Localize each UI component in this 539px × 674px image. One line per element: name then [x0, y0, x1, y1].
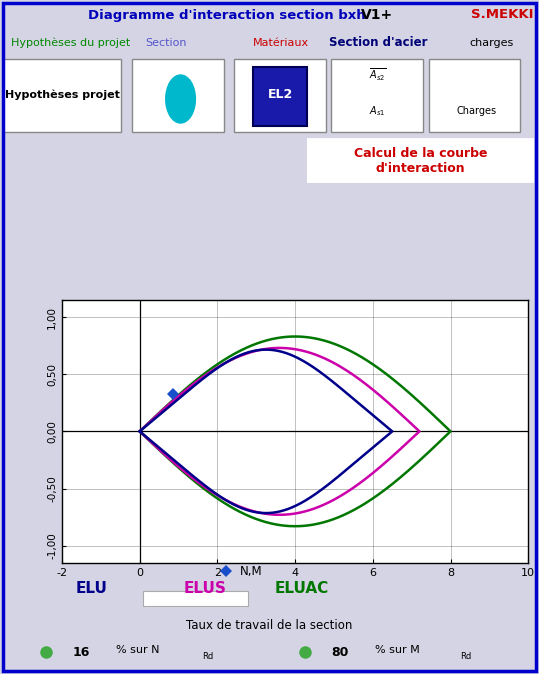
- FancyBboxPatch shape: [234, 59, 326, 132]
- Text: Calcul de la courbe
d'interaction: Calcul de la courbe d'interaction: [354, 147, 487, 175]
- Text: ELUS: ELUS: [183, 581, 226, 596]
- FancyBboxPatch shape: [253, 67, 307, 126]
- Text: Charges: Charges: [457, 106, 497, 116]
- Text: Hypothèses du projet: Hypothèses du projet: [11, 37, 130, 48]
- Text: Hypothèses projet: Hypothèses projet: [4, 90, 120, 100]
- Text: S.MEKKI: S.MEKKI: [471, 9, 534, 22]
- FancyBboxPatch shape: [303, 137, 538, 184]
- Text: Diagramme d'interaction section bxh: Diagramme d'interaction section bxh: [87, 9, 365, 22]
- FancyBboxPatch shape: [429, 59, 520, 132]
- Text: ELU: ELU: [75, 581, 108, 596]
- Text: Section: Section: [146, 38, 187, 47]
- Text: EL2: EL2: [268, 88, 293, 102]
- Text: $A_{s1}$: $A_{s1}$: [369, 104, 385, 118]
- Text: N,M: N,M: [240, 565, 262, 578]
- Text: Rd: Rd: [460, 652, 471, 661]
- Text: 16: 16: [73, 646, 90, 659]
- Text: Matériaux: Matériaux: [253, 38, 309, 47]
- Text: % sur N: % sur N: [116, 645, 160, 654]
- FancyBboxPatch shape: [3, 59, 121, 132]
- Text: $\overline{A_{s2}}$: $\overline{A_{s2}}$: [369, 67, 386, 84]
- Text: ELUAC: ELUAC: [275, 581, 329, 596]
- Text: Taux de travail de la section: Taux de travail de la section: [186, 619, 353, 632]
- FancyBboxPatch shape: [132, 59, 224, 132]
- FancyBboxPatch shape: [143, 592, 248, 606]
- Text: V1+: V1+: [361, 8, 393, 22]
- Text: % sur M: % sur M: [375, 645, 419, 654]
- Text: 80: 80: [331, 646, 349, 659]
- Text: Section d'acier: Section d'acier: [329, 36, 427, 49]
- Ellipse shape: [166, 75, 195, 123]
- FancyBboxPatch shape: [331, 59, 423, 132]
- Text: charges: charges: [469, 38, 513, 47]
- Text: Rd: Rd: [202, 652, 213, 661]
